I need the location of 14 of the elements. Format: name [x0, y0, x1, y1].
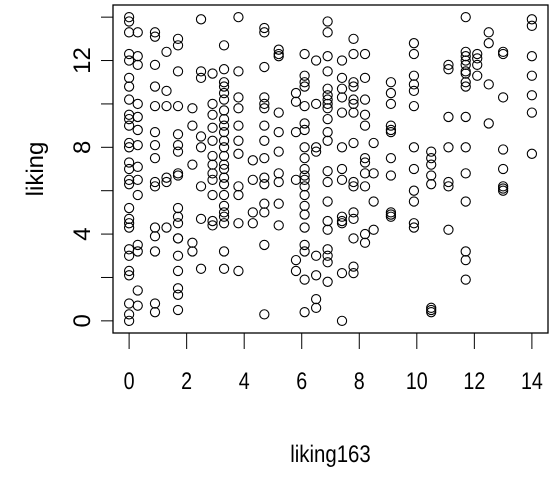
x-tick-label: 4 [238, 367, 250, 394]
y-tick-label: 0 [69, 314, 96, 328]
x-tick-label: 12 [463, 367, 486, 394]
y-tick-label: 12 [69, 47, 96, 74]
x-tick-label: 6 [296, 367, 308, 394]
x-tick-label: 10 [406, 367, 428, 394]
x-tick-label: 8 [354, 367, 365, 394]
x-tick-label: 14 [520, 367, 543, 394]
x-axis-title: liking163 [290, 440, 371, 468]
x-tick-label: 0 [124, 367, 135, 394]
y-tick-label: 4 [69, 227, 96, 241]
x-tick-label: 2 [181, 367, 192, 394]
y-tick-label: 8 [69, 140, 96, 154]
y-axis-title: liking [22, 142, 49, 196]
